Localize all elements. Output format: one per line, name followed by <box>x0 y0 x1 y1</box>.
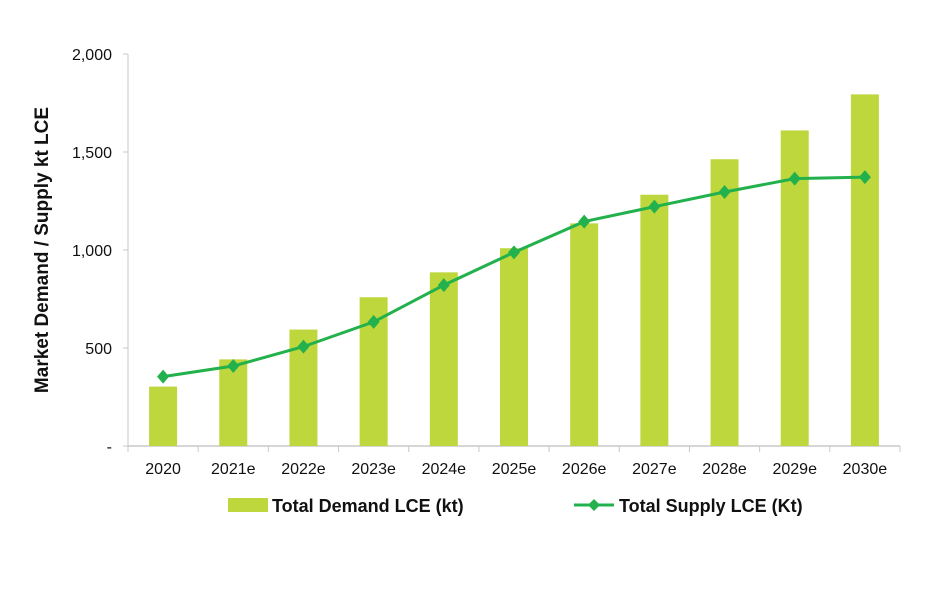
legend-label-demand: Total Demand LCE (kt) <box>272 496 464 516</box>
x-tick-label: 2021e <box>211 461 256 478</box>
legend-label-supply: Total Supply LCE (Kt) <box>619 496 803 516</box>
x-tick-label: 2023e <box>351 461 396 478</box>
bar-2030e <box>850 94 879 446</box>
supply-marker-2022e <box>297 339 310 354</box>
legend: Total Demand LCE (kt) Total Supply LCE (… <box>228 496 803 516</box>
x-tick-label: 2027e <box>632 461 677 478</box>
x-tick-label: 2020 <box>145 461 181 478</box>
x-tick-label: 2025e <box>492 461 537 478</box>
bar-2027e <box>640 194 669 446</box>
bar-2021e <box>219 359 248 446</box>
x-tick-label: 2026e <box>562 461 607 478</box>
axes: - 500 1,000 1,500 2,000 2020 2021e 2022e 2023e 20… <box>72 47 901 478</box>
y-tick-label: - <box>107 439 112 456</box>
supply-marker-2025e <box>508 245 520 260</box>
supply-marker-2030e <box>858 170 871 185</box>
y-tick-label: 500 <box>85 341 112 358</box>
supply-marker-2026e <box>578 214 591 229</box>
supply-marker-2029e <box>788 171 801 186</box>
line-series <box>157 170 871 384</box>
supply-marker-2023e <box>367 314 380 329</box>
bar-2026e <box>570 223 599 446</box>
supply-marker-2028e <box>718 184 731 199</box>
y-axis-label: Market Demand / Supply kt LCE <box>32 107 53 393</box>
bar-2028e <box>710 159 739 446</box>
supply-marker-2020 <box>157 369 170 384</box>
supply-marker-2027e <box>648 199 661 214</box>
y-tick-label: 2,000 <box>72 47 112 64</box>
bar-series <box>149 94 879 446</box>
x-tick-label: 2022e <box>281 461 326 478</box>
y-tick-label: 1,500 <box>72 145 112 162</box>
supply-marker-2021e <box>227 359 240 374</box>
x-tick-label: 2029e <box>772 461 817 478</box>
legend-swatch-demand <box>228 498 268 512</box>
y-tick-label: 1,000 <box>72 243 112 260</box>
bar-2025e <box>500 248 528 446</box>
x-tick-label: 2030e <box>843 461 888 478</box>
bar-2024e <box>429 272 458 446</box>
supply-marker-2024e <box>437 278 450 293</box>
x-tick-label: 2028e <box>702 461 747 478</box>
x-tick-label: 2024e <box>422 461 467 478</box>
legend-swatch-supply-marker <box>588 499 600 511</box>
bar-2020 <box>149 386 178 446</box>
